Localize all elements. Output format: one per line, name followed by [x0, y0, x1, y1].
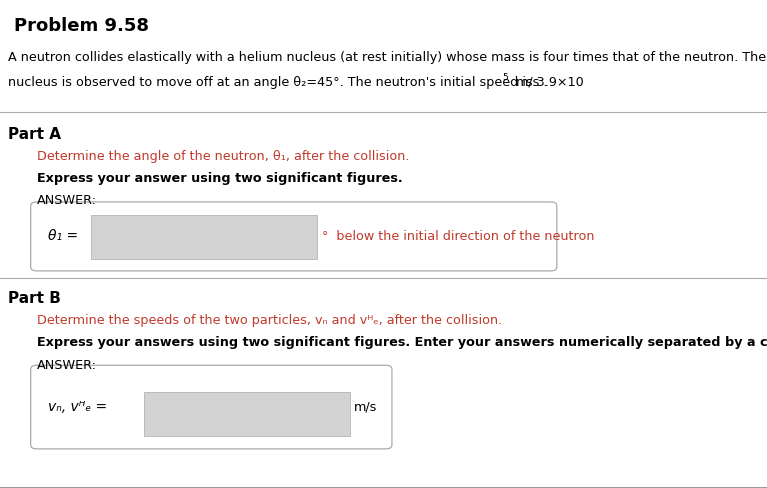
Text: °  below the initial direction of the neutron: ° below the initial direction of the neu…	[322, 229, 594, 242]
Text: vₙ, vᴴₑ =: vₙ, vᴴₑ =	[48, 399, 107, 413]
Text: Part A: Part A	[8, 127, 61, 142]
FancyBboxPatch shape	[31, 203, 557, 271]
Text: ANSWER:: ANSWER:	[37, 193, 97, 206]
Text: ANSWER:: ANSWER:	[37, 358, 97, 371]
FancyBboxPatch shape	[31, 366, 392, 449]
Text: Problem 9.58: Problem 9.58	[14, 17, 149, 35]
Text: Express your answers using two significant figures. Enter your answers numerical: Express your answers using two significa…	[37, 336, 767, 349]
Text: Determine the angle of the neutron, θ₁, after the collision.: Determine the angle of the neutron, θ₁, …	[37, 150, 410, 163]
Text: Part B: Part B	[8, 290, 61, 305]
Text: 5: 5	[502, 73, 508, 82]
Text: θ₁ =: θ₁ =	[48, 229, 78, 243]
Text: Determine the speeds of the two particles, vₙ and vᴴₑ, after the collision.: Determine the speeds of the two particle…	[37, 313, 502, 326]
Text: nucleus is observed to move off at an angle θ₂=45°. The neutron's initial speed : nucleus is observed to move off at an an…	[8, 76, 584, 89]
Text: m/s: m/s	[354, 400, 377, 412]
FancyBboxPatch shape	[144, 392, 350, 436]
Text: Express your answer using two significant figures.: Express your answer using two significan…	[37, 172, 403, 185]
Text: m/s .: m/s .	[512, 76, 547, 89]
FancyBboxPatch shape	[91, 216, 317, 260]
Text: A neutron collides elastically with a helium nucleus (at rest initially) whose m: A neutron collides elastically with a he…	[8, 51, 767, 64]
